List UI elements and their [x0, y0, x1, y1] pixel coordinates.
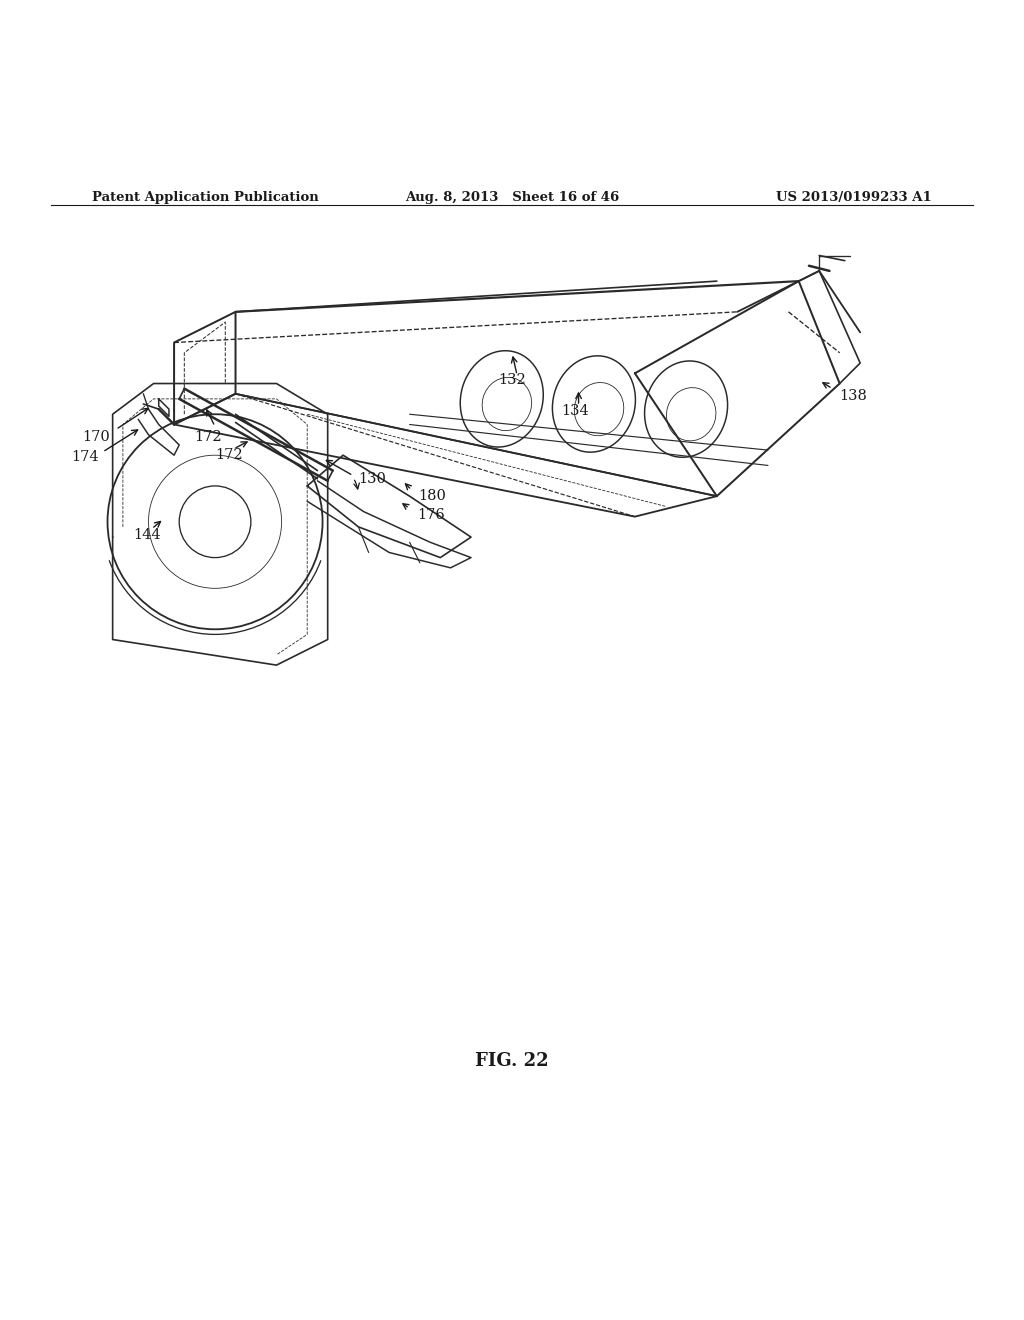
Text: 170: 170 — [82, 430, 110, 444]
Text: 174: 174 — [72, 450, 99, 465]
Text: 172: 172 — [215, 449, 243, 462]
Text: 172: 172 — [195, 430, 222, 444]
Text: FIG. 22: FIG. 22 — [475, 1052, 549, 1071]
Text: 134: 134 — [561, 404, 589, 418]
Text: Aug. 8, 2013   Sheet 16 of 46: Aug. 8, 2013 Sheet 16 of 46 — [404, 190, 620, 203]
Text: 176: 176 — [417, 508, 444, 521]
Text: US 2013/0199233 A1: US 2013/0199233 A1 — [776, 190, 932, 203]
Text: 130: 130 — [358, 471, 386, 486]
Text: 180: 180 — [418, 490, 445, 503]
Text: 144: 144 — [133, 528, 161, 543]
Text: Patent Application Publication: Patent Application Publication — [92, 190, 318, 203]
Text: 132: 132 — [499, 374, 526, 388]
Text: 138: 138 — [840, 389, 867, 403]
